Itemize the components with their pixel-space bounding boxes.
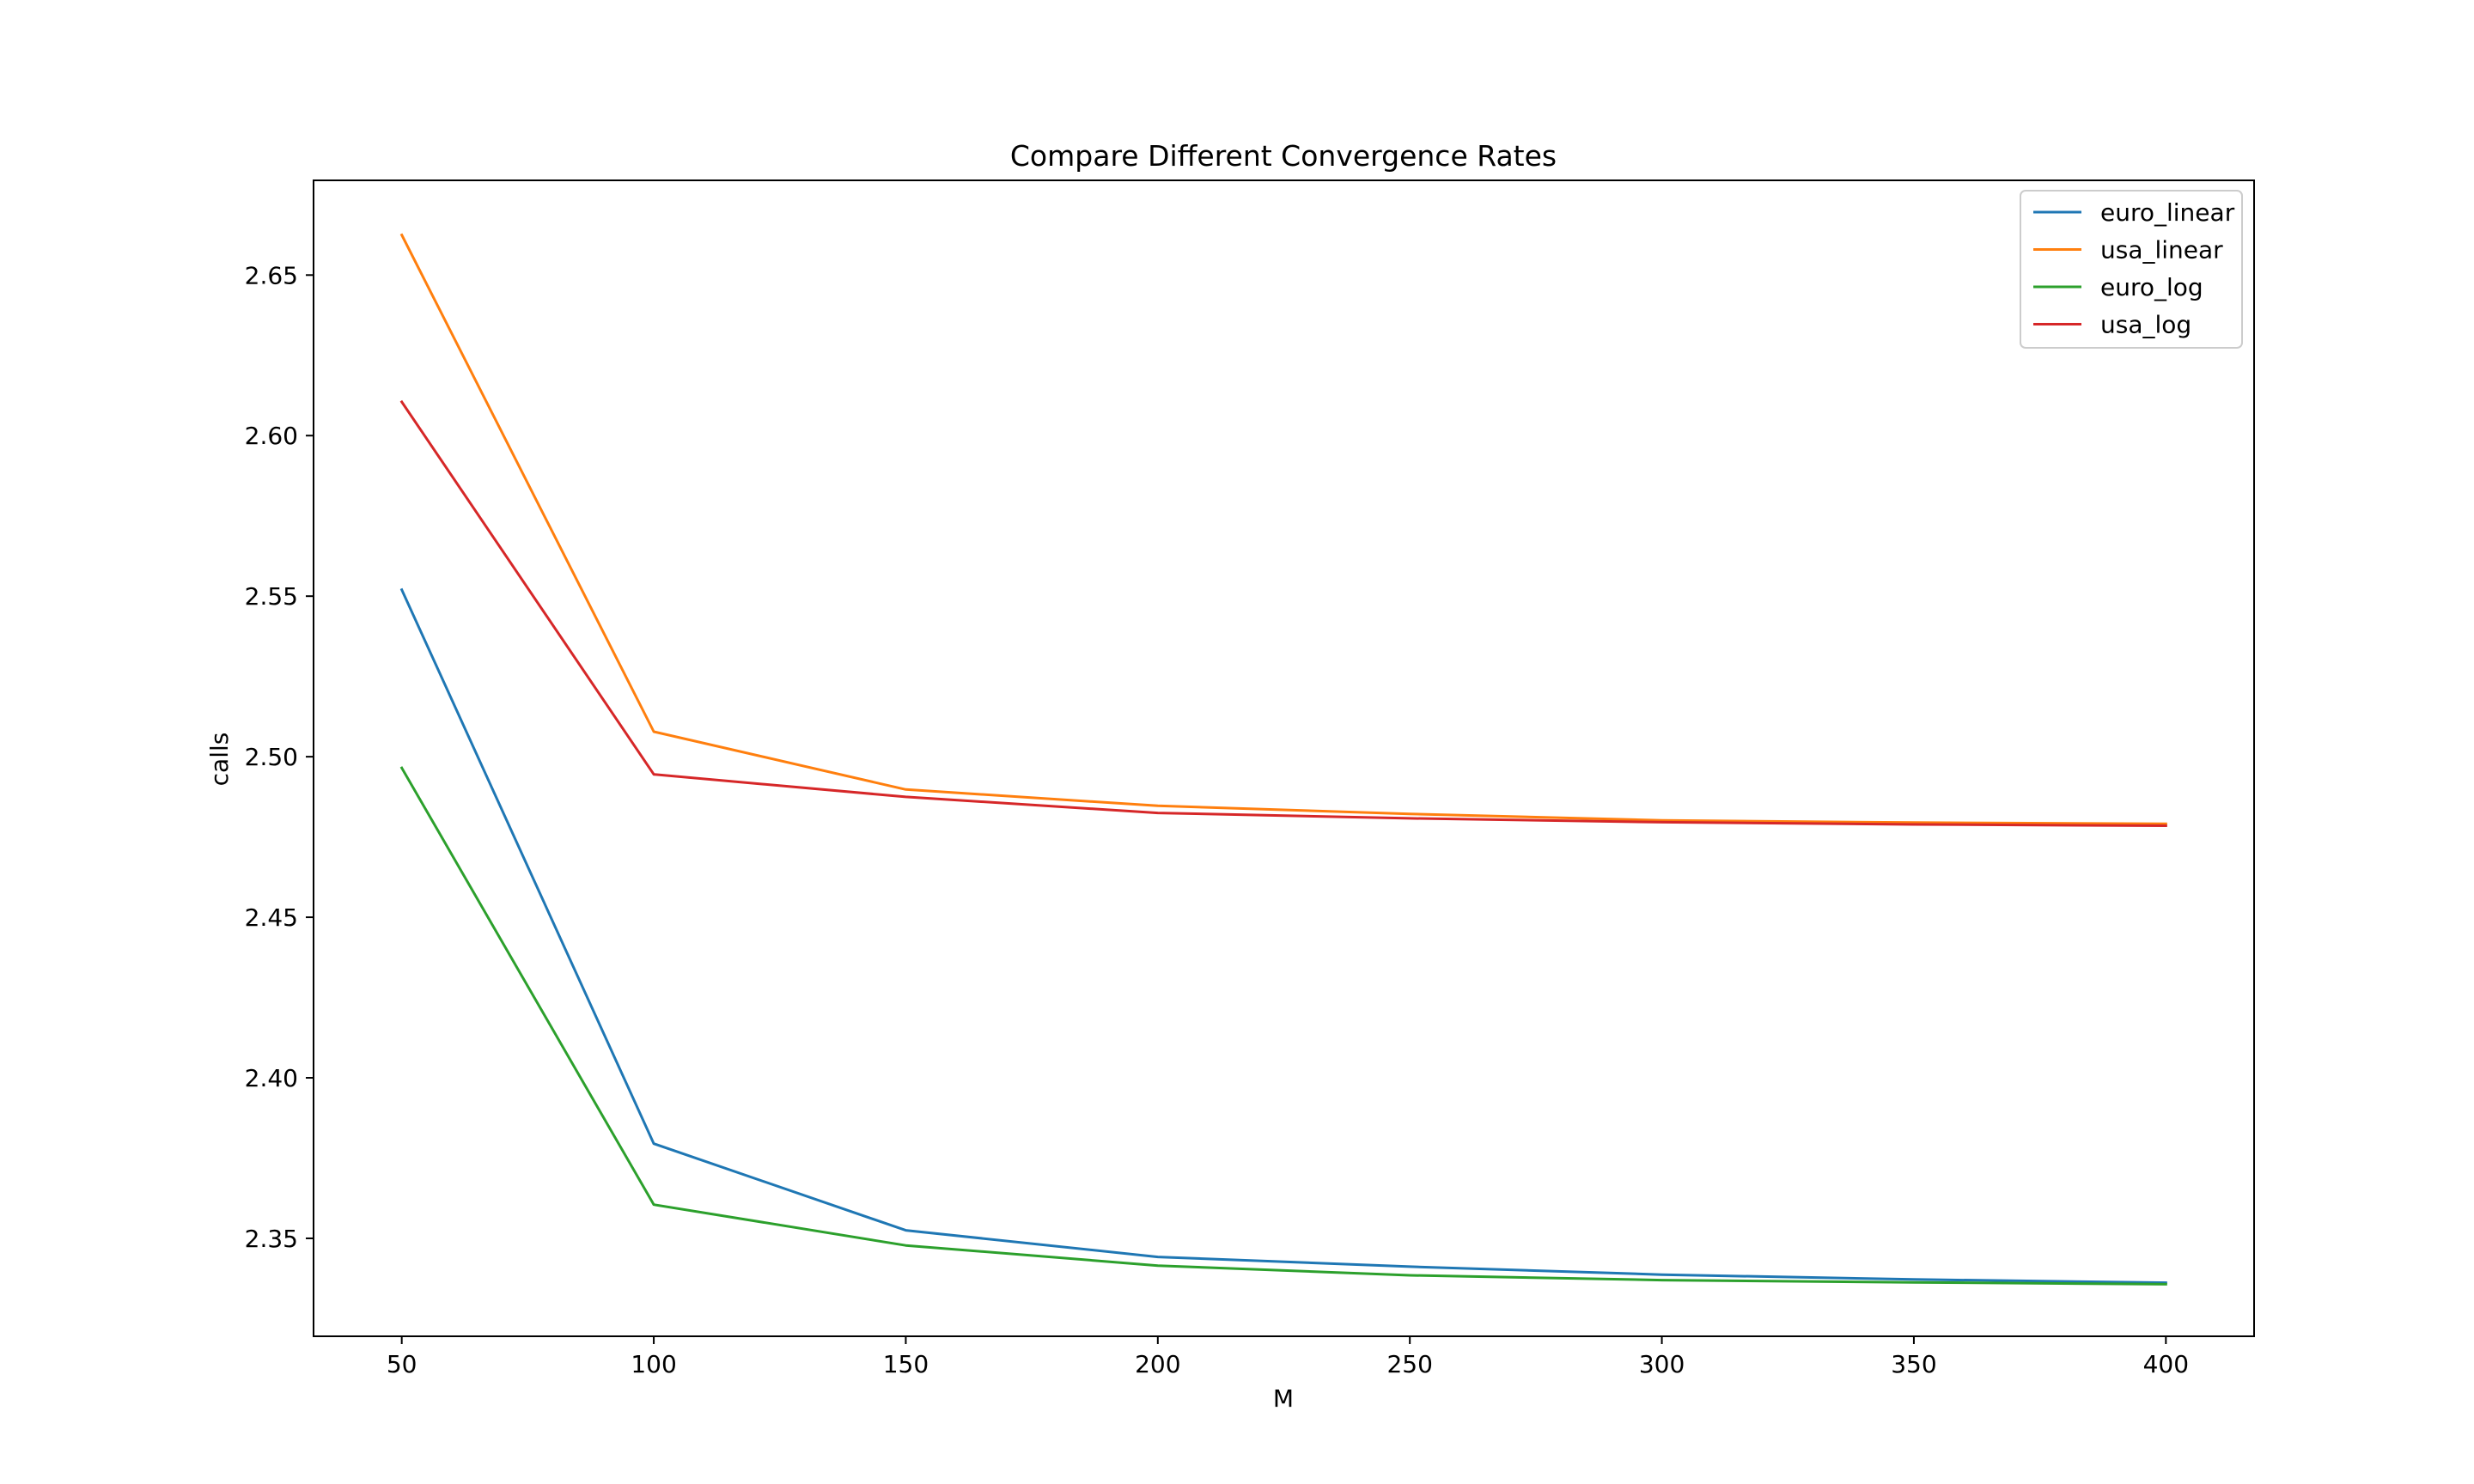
y-tick-label: 2.45: [245, 903, 298, 932]
series-line-euro-linear: [399, 587, 2167, 1285]
plot-frame: [313, 179, 2255, 1337]
legend-label: usa_linear: [2100, 236, 2223, 265]
legend-box: [2020, 190, 2243, 349]
plot-lines: [399, 233, 2167, 1286]
legend: euro_linear usa_linear euro_log usa_log: [2020, 190, 2243, 349]
x-tick-label: 50: [387, 1350, 417, 1378]
y-axis: 2.35 2.40 2.45 2.50 2.55 2.60 2.65: [245, 261, 314, 1253]
legend-label: usa_log: [2100, 311, 2191, 339]
x-tick-label: 150: [883, 1350, 929, 1378]
x-tick-label: 300: [1639, 1350, 1685, 1378]
series-line-euro-log: [399, 766, 2167, 1286]
x-tick-label: 100: [631, 1350, 676, 1378]
y-axis-label: calls: [205, 733, 234, 787]
x-tick-label: 350: [1891, 1350, 1936, 1378]
y-tick-label: 2.60: [245, 422, 298, 450]
x-tick-label: 200: [1135, 1350, 1180, 1378]
x-axis-label: M: [1273, 1384, 1294, 1413]
y-tick-label: 2.40: [245, 1064, 298, 1092]
y-tick-label: 2.50: [245, 743, 298, 771]
series-line-usa-linear: [399, 233, 2167, 825]
x-tick-label: 400: [2143, 1350, 2189, 1378]
chart-title: Compare Different Convergence Rates: [1010, 139, 1557, 173]
legend-label: euro_log: [2100, 273, 2203, 301]
x-tick-label: 250: [1386, 1350, 1432, 1378]
legend-label: euro_linear: [2100, 198, 2235, 227]
y-tick-label: 2.65: [245, 261, 298, 289]
y-tick-label: 2.55: [245, 582, 298, 611]
y-tick-label: 2.35: [245, 1225, 298, 1253]
x-axis: 50 100 150 200 250 300 350 400: [387, 1336, 2189, 1378]
series-line-usa-log: [399, 399, 2167, 828]
